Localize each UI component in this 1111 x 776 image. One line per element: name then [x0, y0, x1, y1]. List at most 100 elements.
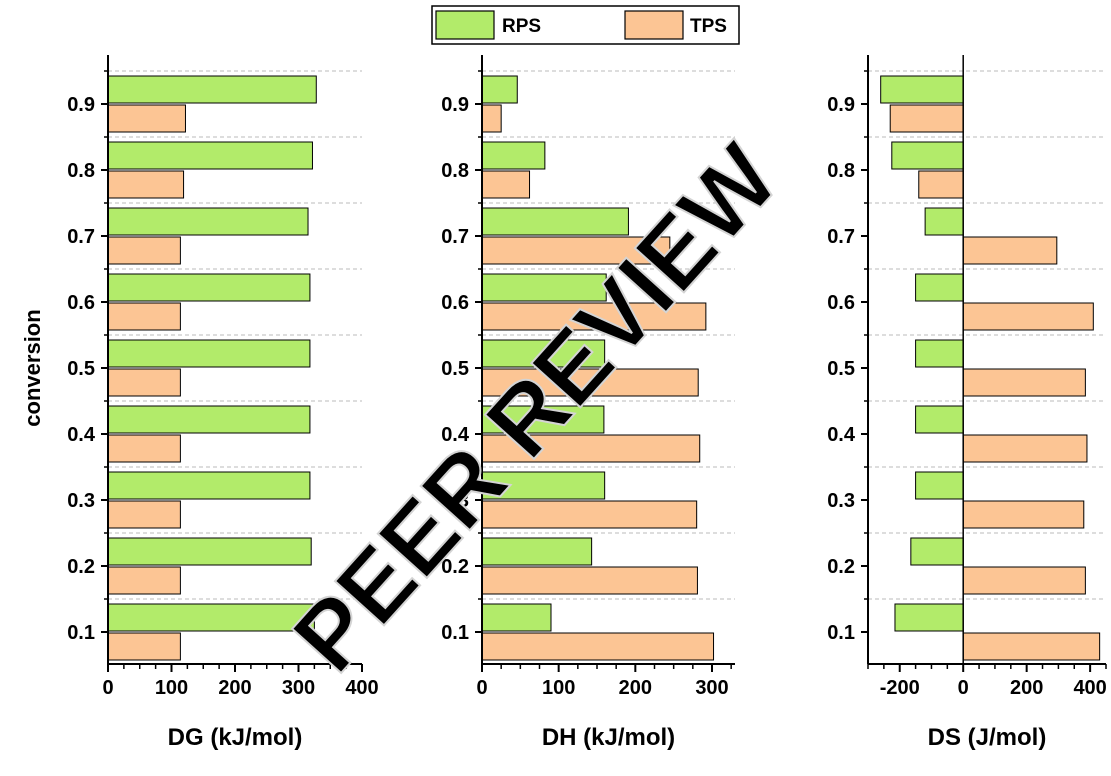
bar-rps-0.4 — [481, 405, 605, 434]
y-tick-label: 0.8 — [441, 160, 469, 182]
y-tick-label: 0.4 — [827, 424, 856, 446]
y-tick-label: 0.1 — [441, 622, 469, 644]
y-tick-label: 0.9 — [827, 94, 855, 116]
x-tick-label: 0 — [102, 677, 113, 699]
y-tick-label: 0.3 — [441, 490, 469, 512]
legend-swatch-tps — [624, 10, 684, 40]
bar-rps-0.5 — [915, 339, 964, 368]
x-tick-label: 100 — [155, 677, 188, 699]
panels: 0.1 0.2 0.3 0.4 0.5 0.6 0.7 0.8 0.9 0 100 200 300 400… — [67, 55, 1107, 751]
y-tick-label: 0.6 — [827, 292, 855, 314]
bar-rps-0.2 — [481, 537, 593, 566]
y-axis-label: conversion — [20, 309, 45, 426]
bar-rps-0.9 — [107, 75, 317, 104]
bar-rps-0.9 — [481, 75, 518, 104]
bar-rps-0.3 — [915, 471, 964, 500]
y-tick-label: 0.1 — [67, 622, 95, 644]
bar-rps-0.2 — [107, 537, 312, 566]
bar-rps-0.6 — [481, 273, 607, 302]
bar-tps-0.9 — [889, 104, 964, 133]
x-axis-label: DH (kJ/mol) — [542, 724, 675, 751]
bar-rps-0.4 — [915, 405, 964, 434]
x-tick-label: 400 — [345, 677, 378, 699]
bar-tps-0.9 — [481, 104, 502, 133]
bar-tps-0.6 — [107, 302, 181, 331]
bar-tps-0.4 — [107, 434, 181, 463]
panel-1: 0.1 0.2 0.3 0.4 0.5 0.6 0.7 0.8 0.9 0 100 200 300 400… — [67, 55, 379, 751]
bar-tps-0.3 — [962, 500, 1085, 529]
x-tick-label: 0 — [476, 677, 487, 699]
bar-rps-0.5 — [481, 339, 606, 368]
x-axis-label: DS (J/mol) — [928, 724, 1047, 751]
panel-2: 0.1 0.2 0.3 0.4 0.5 0.6 0.7 0.8 0.9 0 100 200 300 DH … — [441, 55, 735, 751]
y-tick-label: 0.2 — [441, 556, 469, 578]
x-tick-label: 200 — [1010, 677, 1043, 699]
bar-rps-0.7 — [924, 207, 964, 236]
legend-label-rps: RPS — [502, 16, 541, 37]
x-tick-label: -200 — [880, 677, 920, 699]
y-tick-label: 0.9 — [441, 94, 469, 116]
bar-tps-0.2 — [481, 566, 698, 595]
bar-tps-0.2 — [962, 566, 1086, 595]
x-tick-label: 200 — [218, 677, 251, 699]
bar-tps-0.6 — [962, 302, 1094, 331]
y-tick-label: 0.7 — [67, 226, 95, 248]
bar-rps-0.5 — [107, 339, 311, 368]
y-tick-label: 0.5 — [827, 358, 855, 380]
bar-tps-0.5 — [481, 368, 699, 397]
legend-swatch-rps — [435, 10, 495, 40]
bar-tps-0.2 — [107, 566, 181, 595]
bar-rps-0.9 — [880, 75, 964, 104]
bar-rps-0.6 — [107, 273, 311, 302]
y-tick-label: 0.3 — [827, 490, 855, 512]
y-tick-label: 0.8 — [827, 160, 855, 182]
x-tick-label: 300 — [695, 677, 728, 699]
y-tick-label: 0.3 — [67, 490, 95, 512]
x-axis-label: DG (kJ/mol) — [168, 724, 303, 751]
bar-rps-0.8 — [107, 141, 313, 170]
bar-tps-0.5 — [107, 368, 181, 397]
y-tick-label: 0.8 — [67, 160, 95, 182]
bar-rps-0.4 — [107, 405, 311, 434]
bar-tps-0.8 — [918, 170, 964, 199]
x-tick-label: 200 — [619, 677, 652, 699]
x-tick-label: 300 — [282, 677, 315, 699]
bar-rps-0.1 — [894, 603, 964, 632]
y-tick-label: 0.1 — [827, 622, 855, 644]
legend-label-tps: TPS — [690, 16, 727, 37]
y-tick-label: 0.7 — [827, 226, 855, 248]
panel-3: 0.1 0.2 0.3 0.4 0.5 0.6 0.7 0.8 0.9 -200 0 200 400 DS… — [827, 55, 1107, 751]
bar-tps-0.8 — [107, 170, 185, 199]
bar-tps-0.7 — [962, 236, 1058, 265]
bar-tps-0.4 — [481, 434, 701, 463]
bar-tps-0.3 — [107, 500, 181, 529]
bar-tps-0.4 — [962, 434, 1088, 463]
bar-tps-0.5 — [962, 368, 1086, 397]
y-tick-label: 0.4 — [441, 424, 470, 446]
bar-rps-0.8 — [481, 141, 546, 170]
bar-rps-0.6 — [915, 273, 964, 302]
x-tick-label: 0 — [958, 677, 969, 699]
bar-tps-0.9 — [107, 104, 186, 133]
bar-tps-0.7 — [481, 236, 671, 265]
y-tick-label: 0.2 — [67, 556, 95, 578]
bar-tps-0.1 — [481, 632, 715, 661]
x-tick-label: 100 — [542, 677, 575, 699]
bar-rps-0.1 — [481, 603, 552, 632]
y-tick-label: 0.2 — [827, 556, 855, 578]
y-tick-label: 0.6 — [67, 292, 95, 314]
bar-rps-0.7 — [481, 207, 629, 236]
bar-tps-0.7 — [107, 236, 181, 265]
y-tick-label: 0.5 — [441, 358, 469, 380]
bar-rps-0.7 — [107, 207, 309, 236]
bar-rps-0.3 — [107, 471, 311, 500]
x-tick-label: 400 — [1073, 677, 1106, 699]
legend: RPS TPS — [431, 5, 740, 45]
bar-tps-0.6 — [481, 302, 707, 331]
y-tick-label: 0.6 — [441, 292, 469, 314]
bar-tps-0.8 — [481, 170, 531, 199]
bar-tps-0.1 — [107, 632, 181, 661]
y-tick-label: 0.4 — [67, 424, 96, 446]
